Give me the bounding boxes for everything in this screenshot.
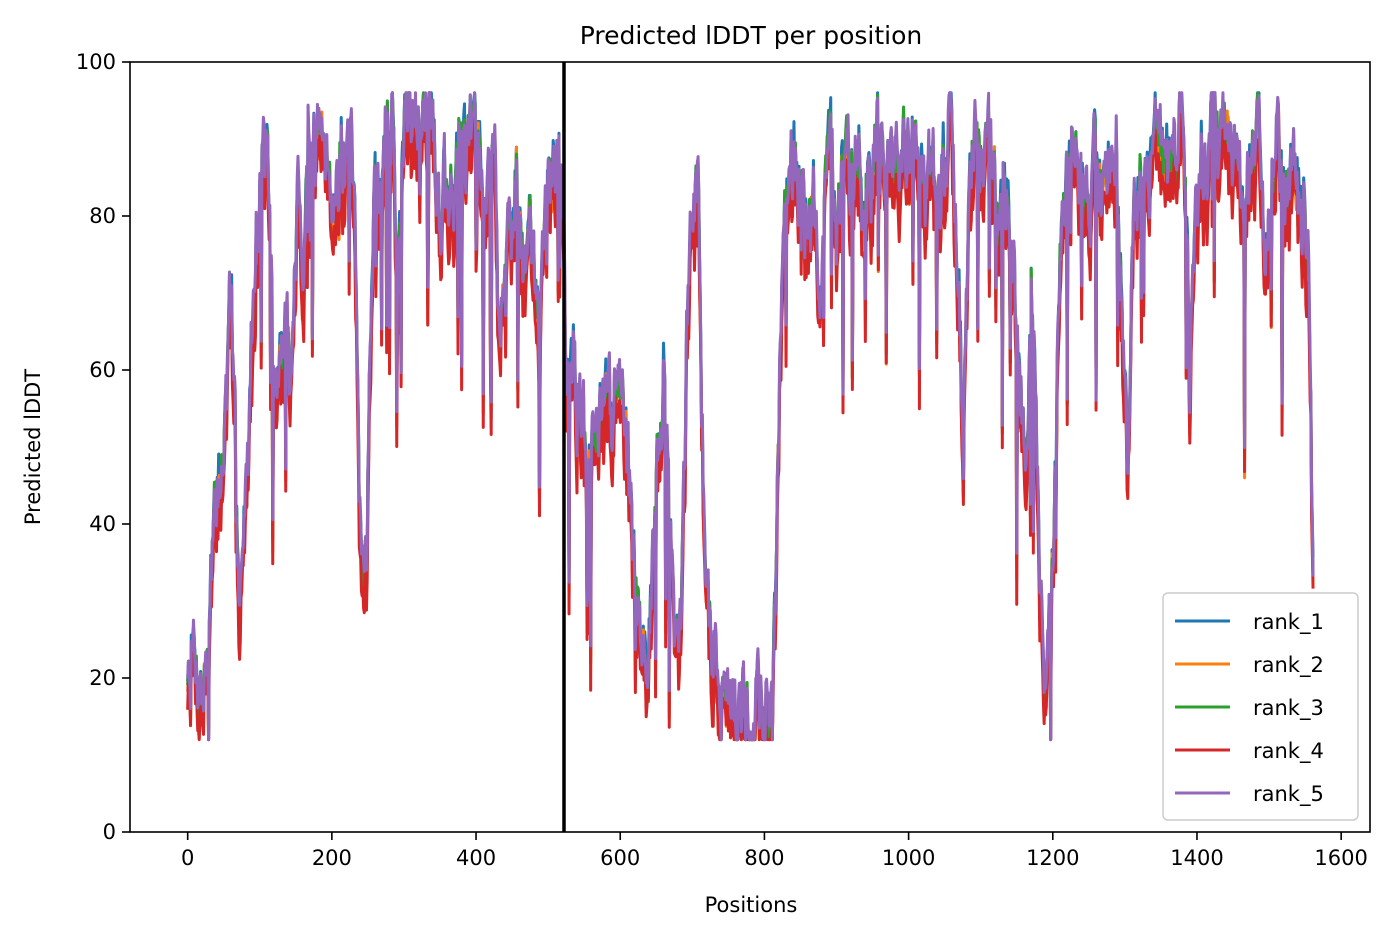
- legend: rank_1 rank_2 rank_3 rank_4 rank_5: [1162, 592, 1359, 821]
- y-tick-label: 100: [76, 50, 116, 74]
- x-tick-label: 1400: [1170, 846, 1223, 870]
- plot-area: 0 200 400 600 800 1000 1200 1400 1600 0 20 40 60 80 1…: [76, 50, 1371, 870]
- y-tick-label: 0: [103, 820, 116, 844]
- y-tick-label: 60: [89, 358, 116, 382]
- legend-label-rank-5: rank_5: [1253, 782, 1324, 807]
- y-axis-label: Predicted lDDT: [21, 369, 45, 525]
- x-tick-label: 400: [456, 846, 496, 870]
- series-layer: [186, 91, 1315, 742]
- x-tick-label: 0: [181, 846, 194, 870]
- series-line-rank-5: [186, 91, 1315, 742]
- y-axis-ticks: 0 20 40 60 80 100: [76, 50, 130, 844]
- plot-frame: [129, 61, 1371, 833]
- x-tick-label: 1200: [1026, 846, 1079, 870]
- legend-label-rank-2: rank_2: [1253, 653, 1324, 678]
- chart-title: Predicted lDDT per position: [580, 21, 922, 50]
- legend-label-rank-3: rank_3: [1253, 696, 1324, 721]
- y-tick-label: 20: [89, 666, 116, 690]
- legend-label-rank-1: rank_1: [1253, 610, 1324, 635]
- legend-frame: [1162, 592, 1359, 821]
- y-tick-label: 40: [89, 512, 116, 536]
- x-tick-label: 800: [744, 846, 784, 870]
- x-tick-label: 600: [600, 846, 640, 870]
- x-tick-label: 200: [312, 846, 352, 870]
- x-tick-label: 1600: [1314, 846, 1367, 870]
- y-tick-label: 80: [89, 204, 116, 228]
- x-axis-label: Positions: [705, 893, 798, 917]
- x-axis-ticks: 0 200 400 600 800 1000 1200 1400 1600: [181, 832, 1368, 870]
- legend-label-rank-4: rank_4: [1253, 739, 1324, 764]
- x-tick-label: 1000: [882, 846, 935, 870]
